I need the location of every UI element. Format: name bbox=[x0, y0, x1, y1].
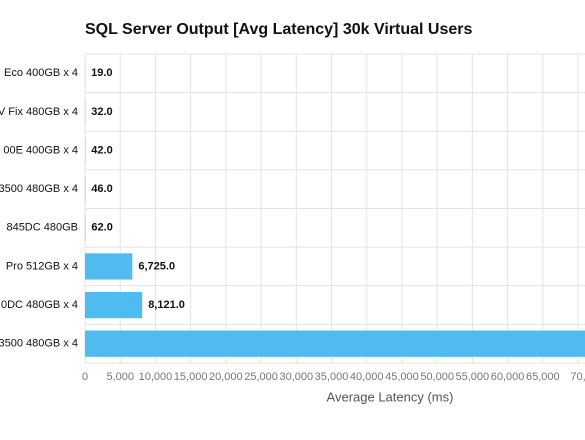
y-tick-label: Pro 512GB x 4 bbox=[6, 260, 78, 272]
value-label: 32.0 bbox=[91, 106, 112, 118]
x-tick-label: 40,000 bbox=[350, 371, 384, 383]
value-label: 46.0 bbox=[91, 183, 112, 195]
y-tick-label: Eco 400GB x 4 bbox=[4, 67, 78, 79]
value-label: 6,725.0 bbox=[138, 260, 175, 272]
bar bbox=[85, 253, 133, 280]
x-tick-label: 70, bbox=[570, 371, 585, 383]
x-tick-label: 35,000 bbox=[315, 371, 349, 383]
y-tick-label: 845DC 480GB bbox=[6, 222, 78, 234]
bar bbox=[85, 291, 143, 319]
y-tick-label: 3500 480GB x 4 bbox=[0, 338, 78, 350]
x-tick-label: 45,000 bbox=[385, 371, 419, 383]
value-label: 42.0 bbox=[91, 144, 112, 156]
x-tick-label: 25,000 bbox=[244, 371, 278, 383]
value-label: 8,121.0 bbox=[148, 299, 185, 311]
x-tick-label: 60,000 bbox=[491, 371, 525, 383]
chart-title: SQL Server Output [Avg Latency] 30k Virt… bbox=[85, 21, 472, 38]
y-tick-label: 0DC 480GB x 4 bbox=[1, 299, 78, 311]
x-tick-label: 15,000 bbox=[174, 371, 208, 383]
value-label: 62.0 bbox=[91, 222, 112, 234]
x-tick-label: 20,000 bbox=[209, 371, 243, 383]
x-tick-label: 50,000 bbox=[420, 371, 454, 383]
bar bbox=[85, 330, 585, 357]
x-tick-label: 65,000 bbox=[526, 371, 560, 383]
x-tick-label: 30,000 bbox=[279, 371, 313, 383]
x-tick-label: 5,000 bbox=[106, 371, 134, 383]
x-tick-label: 55,000 bbox=[456, 371, 490, 383]
y-tick-label: 00E 400GB x 4 bbox=[3, 144, 78, 156]
value-label: 19.0 bbox=[91, 67, 112, 79]
x-axis-label: Average Latency (ms) bbox=[327, 389, 454, 404]
x-tick-label: 0 bbox=[82, 371, 88, 383]
y-tick-label: 3500 480GB x 4 bbox=[0, 183, 78, 195]
y-tick-label: V Fix 480GB x 4 bbox=[0, 106, 78, 118]
x-tick-label: 10,000 bbox=[139, 371, 173, 383]
